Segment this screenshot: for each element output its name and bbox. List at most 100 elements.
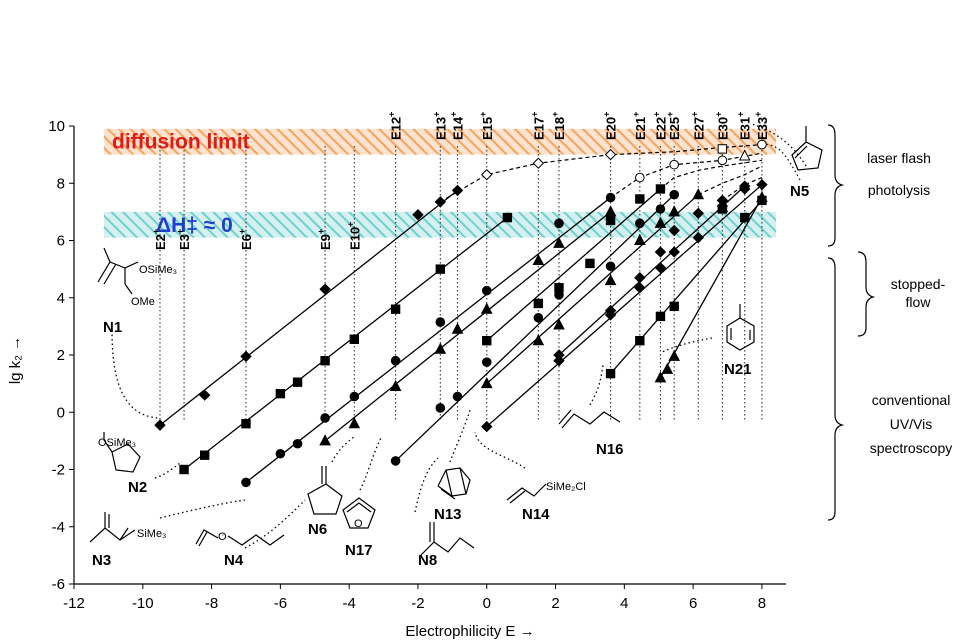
point-N6-2 [655, 311, 666, 322]
method-brackets [827, 124, 876, 521]
point-N13-2 [553, 318, 565, 330]
point-N8-6 [605, 261, 616, 272]
point-N2-3 [275, 388, 286, 399]
bracket-conventional [827, 257, 845, 521]
y-tick-label-6: 6 [57, 233, 65, 250]
structure-N3 [89, 512, 136, 543]
structure-N4 [195, 529, 285, 547]
x-tick-label--6: -6 [274, 595, 287, 612]
point-N16-1 [553, 355, 565, 367]
elabel-E27: E27+ [689, 112, 706, 140]
point-N3-8 [554, 218, 564, 229]
structure-N16 [558, 409, 621, 429]
point-N3-0 [241, 477, 251, 488]
point-N4-7 [553, 236, 565, 248]
line-N8 [395, 194, 675, 462]
x-axis-title: Electrophilicity E → [405, 623, 534, 640]
x-tick-label--8: -8 [205, 595, 218, 612]
point-N2-2 [241, 419, 251, 429]
label-N6: N6 [308, 521, 327, 538]
structure-N5 [791, 126, 823, 171]
point-N3-4 [349, 391, 360, 402]
y-tick-label--6: -6 [52, 576, 65, 593]
dashed-curve-3 [698, 165, 763, 196]
structure-N4-oxygen: O [218, 531, 227, 543]
dashed-curve-4 [722, 176, 763, 201]
y-tick-label-10: 10 [48, 118, 65, 135]
elabel-E2: E2+ [151, 229, 168, 250]
band-label-1: ΔH‡ ≈ 0 [156, 214, 233, 237]
point-N17-3 [654, 246, 667, 258]
point-N16-0 [481, 420, 493, 433]
point-N21-3 [716, 201, 729, 213]
point-N3-2 [292, 438, 303, 449]
point-N3-1 [275, 448, 286, 459]
point-N8-9 [669, 189, 680, 200]
point-N17-0 [553, 349, 565, 361]
point-N16-5 [668, 246, 680, 258]
point-N1-1 [198, 389, 211, 401]
label-N8: N8 [418, 552, 437, 569]
label-N1: N1 [103, 319, 122, 336]
structure-N2 [103, 432, 141, 473]
label-N17: N17 [345, 542, 373, 559]
elabel-E31: E31+ [736, 112, 753, 140]
y-tick-label--2: -2 [52, 462, 65, 479]
marker-layer [154, 139, 768, 488]
point-N14-6 [655, 184, 666, 194]
point-N8-3 [481, 357, 492, 367]
method-label-laser: laser flash photolysis [867, 150, 931, 198]
label-N3: N3 [92, 552, 111, 569]
structure-N21 [726, 304, 755, 351]
elabel-E33: E33+ [753, 112, 770, 140]
point-N17-1 [604, 304, 617, 317]
point-N4-5 [480, 302, 493, 314]
x-tick-label--4: -4 [342, 595, 355, 612]
structure-N13 [437, 467, 471, 500]
electrophile-guide-lines [159, 146, 763, 420]
formula-N14: SiMe₂Cl [546, 481, 586, 493]
elabel-E6: E6+ [237, 229, 254, 250]
point-N14-3 [585, 258, 595, 269]
point-N21-1 [661, 362, 674, 374]
x-tick-label-6: 6 [689, 595, 697, 612]
point-N16-3 [634, 282, 646, 294]
elabel-E10: E10+ [345, 222, 362, 250]
x-tick-label--2: -2 [411, 595, 424, 612]
point-N8-2 [452, 391, 463, 402]
label-N4: N4 [224, 552, 244, 569]
elabel-E9: E9+ [316, 229, 333, 250]
point-N3-5 [390, 355, 401, 366]
point-N21-4 [756, 190, 768, 203]
point-N6-3 [669, 301, 679, 312]
point-N5-4 [669, 159, 680, 170]
structure-connectors [111, 123, 807, 549]
point-N8-1 [435, 403, 446, 413]
label-N13: N13 [434, 506, 462, 523]
structure-N1 [97, 247, 139, 295]
x-tick-label-8: 8 [758, 595, 766, 612]
point-N4-6 [532, 253, 545, 266]
point-N4-3 [434, 342, 447, 354]
dashed-curve-2 [660, 159, 763, 190]
x-tick-label--12: -12 [63, 595, 85, 612]
method-label-conventional: conventional UV/Vis spectroscopy [870, 392, 952, 456]
point-N2-7 [390, 304, 401, 314]
x-tick-label--10: -10 [132, 595, 154, 612]
point-N17-7 [739, 180, 751, 192]
point-N21-2 [668, 349, 681, 361]
structure-N6 [307, 466, 343, 515]
elabel-E12: E12+ [387, 112, 404, 140]
band-label-0: diffusion limit [112, 131, 250, 154]
elabel-E20: E20+ [602, 112, 619, 140]
y-tick-label-2: 2 [57, 347, 65, 364]
line-N16 [486, 184, 763, 428]
elabel-E22: E22+ [651, 112, 668, 140]
elabel-E13: E13+ [431, 112, 448, 140]
point-N3-9 [605, 192, 616, 203]
point-N2-5 [320, 356, 330, 366]
elabel-E21: E21+ [631, 112, 648, 140]
structure-N17 [342, 497, 376, 529]
